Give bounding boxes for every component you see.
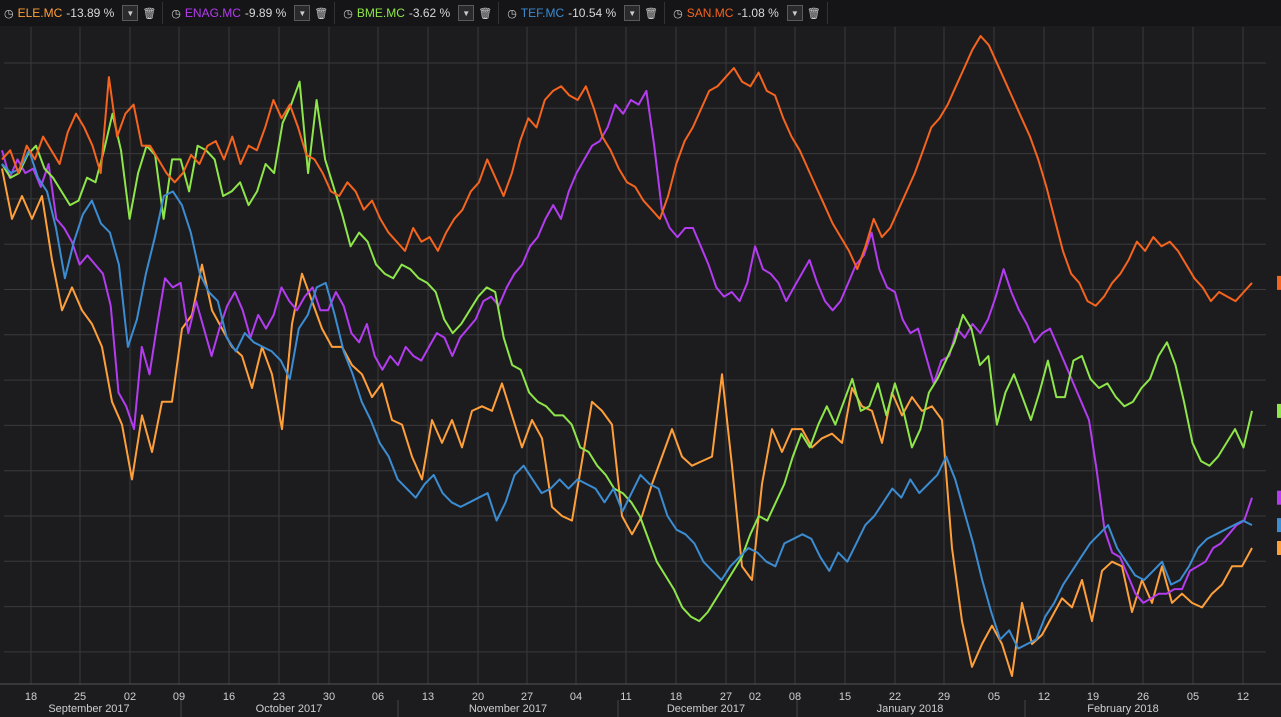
x-tick-label: 26 [1137,691,1149,703]
trash-icon[interactable]: 🗑 [806,7,821,20]
trash-icon[interactable]: 🗑 [478,7,493,20]
ticker-change: -3.62 % [408,6,451,20]
ticker-change: -1.08 % [737,6,779,20]
series-line-enag-mc[interactable] [1,89,1253,604]
chevron-down-icon[interactable]: ▼ [122,5,139,21]
clock-icon: ◷ [673,7,683,20]
clock-icon: ◷ [343,7,353,20]
ticker-bme[interactable]: ◷ BME.MC -3.62 % ▼ 🗑 [339,2,500,24]
x-tick-label: 20 [472,691,484,703]
x-month-label: January 2018 [877,703,944,715]
ticker-change: -9.89 % [244,6,287,20]
series-line-san-mc[interactable] [1,35,1253,307]
x-tick-label: 04 [570,691,582,703]
chevron-down-icon[interactable]: ▼ [786,5,803,21]
x-tick-label: 12 [1038,691,1050,703]
chevron-down-icon[interactable]: ▼ [458,5,475,21]
x-tick-label: 16 [223,691,235,703]
chevron-down-icon[interactable]: ▼ [294,5,311,21]
ticker-ele[interactable]: ◷ ELE.MC -13.89 % ▼ 🗑 [0,2,164,24]
x-tick-label: 05 [988,691,1000,703]
ticker-enag[interactable]: ◷ ENAG.MC -9.89 % ▼ 🗑 [167,2,336,24]
x-month-label: December 2017 [667,703,745,715]
clock-icon: ◷ [171,7,181,20]
series-line-tef-mc[interactable] [1,149,1253,650]
ticker-change: -10.54 % [568,6,617,20]
x-tick-label: 23 [273,691,285,703]
ticker-tef[interactable]: ◷ TEF.MC -10.54 % ▼ 🗑 [503,2,666,24]
x-tick-label: 18 [670,691,682,703]
x-month-label: November 2017 [469,703,547,715]
ticker-symbol: SAN.MC [686,6,734,20]
series-end-marker [1277,275,1281,290]
x-tick-label: 11 [620,691,631,703]
clock-icon: ◷ [507,7,517,20]
ticker-bar: ◷ ELE.MC -13.89 % ▼ 🗑 ◷ ENAG.MC -9.89 % … [0,0,1281,27]
x-tick-label: 02 [124,691,136,703]
x-tick-label: 29 [938,691,950,703]
x-tick-label: 08 [789,691,801,703]
series-end-marker [1277,518,1281,533]
ticker-symbol: BME.MC [356,6,405,20]
trash-icon[interactable]: 🗑 [142,7,157,20]
ticker-symbol: ENAG.MC [184,6,241,20]
trash-icon[interactable]: 🗑 [644,7,659,20]
x-month-label: October 2017 [256,703,323,715]
x-tick-label: 22 [889,691,901,703]
series-line-ele-mc[interactable] [1,168,1253,677]
x-tick-label: 06 [372,691,384,703]
ticker-symbol: TEF.MC [520,6,565,20]
x-tick-label: 18 [25,691,37,703]
x-tick-label: 19 [1087,691,1099,703]
x-tick-label: 15 [839,691,851,703]
x-tick-label: 13 [422,691,434,703]
x-tick-label: 25 [74,691,86,703]
ticker-san[interactable]: ◷ SAN.MC -1.08 % ▼ 🗑 [669,2,828,24]
ticker-change: -13.89 % [66,6,115,20]
series-end-marker [1277,403,1281,418]
x-tick-label: 09 [173,691,185,703]
x-tick-label: 05 [1187,691,1199,703]
x-tick-label: 27 [720,691,732,703]
chevron-down-icon[interactable]: ▼ [624,5,641,21]
clock-icon: ◷ [4,7,14,20]
x-month-label: February 2018 [1087,703,1159,715]
x-tick-label: 27 [521,691,533,703]
trash-icon[interactable]: 🗑 [314,7,329,20]
ticker-symbol: ELE.MC [17,6,63,20]
series-end-marker [1277,490,1281,505]
x-tick-label: 02 [749,691,761,703]
x-tick-label: 30 [323,691,335,703]
x-tick-label: 12 [1237,691,1249,703]
series-end-marker [1277,541,1281,555]
series-line-bme-mc[interactable] [1,80,1253,623]
x-month-label: September 2017 [48,703,129,715]
plot-background [0,26,1281,717]
